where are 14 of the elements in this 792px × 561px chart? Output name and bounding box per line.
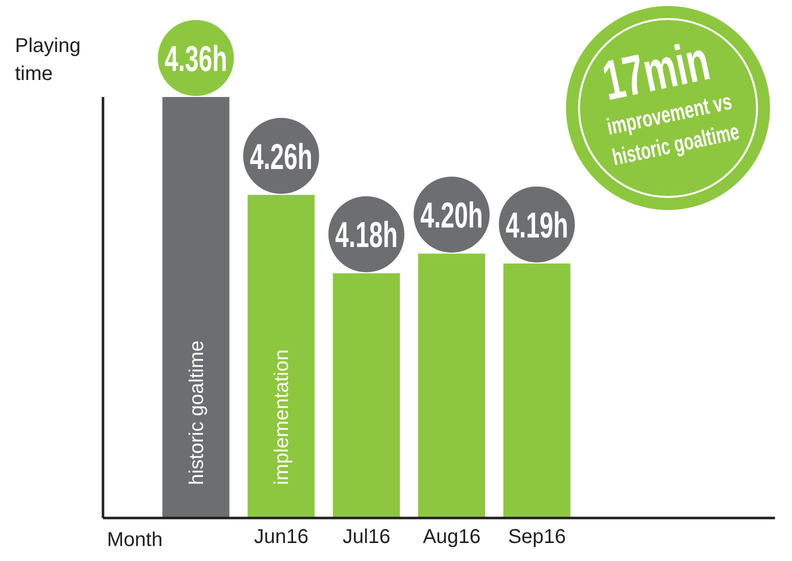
data-label: 4.19h: [506, 204, 568, 246]
x-tick-label: Aug16: [422, 526, 481, 548]
annotation: historic goaltime: [186, 340, 208, 485]
x-tick-label: Jun16: [254, 526, 308, 548]
y-axis-title: Playing time: [15, 34, 82, 87]
data-label: 4.26h: [250, 136, 312, 178]
annotation: implementation: [271, 349, 294, 485]
data-label: 4.36h: [164, 38, 228, 80]
x-tick-label: Jul16: [342, 526, 390, 548]
data-label: 4.18h: [335, 214, 398, 256]
x-tick-label: Sep16: [508, 526, 566, 548]
text: 17min improvement vs historic goaltime: [597, 30, 742, 172]
data-label: 4.20h: [420, 194, 483, 236]
x-axis-title: Month: [107, 529, 163, 552]
